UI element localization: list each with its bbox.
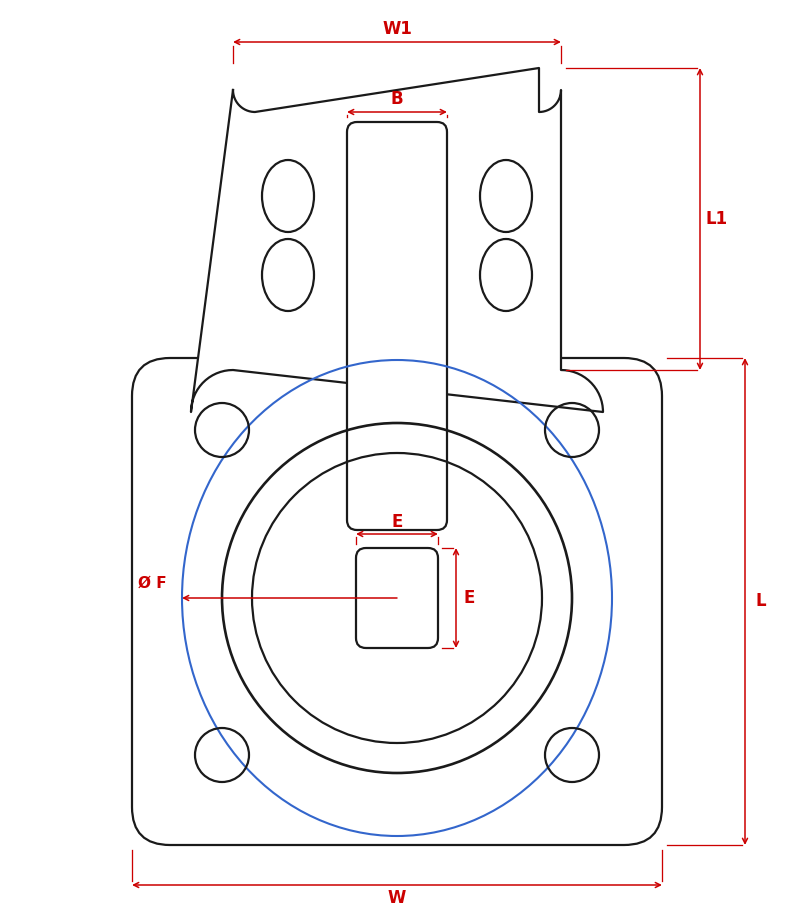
FancyBboxPatch shape xyxy=(132,358,662,845)
Text: B: B xyxy=(391,90,403,108)
Text: Ø F: Ø F xyxy=(137,575,166,590)
FancyBboxPatch shape xyxy=(356,548,438,648)
Text: E: E xyxy=(464,589,475,607)
Text: L: L xyxy=(756,593,766,610)
Ellipse shape xyxy=(480,160,532,232)
Text: E: E xyxy=(391,513,403,531)
Text: W: W xyxy=(387,889,407,907)
Polygon shape xyxy=(191,68,603,412)
Ellipse shape xyxy=(262,160,314,232)
Text: W1: W1 xyxy=(382,20,412,38)
Ellipse shape xyxy=(262,239,314,311)
Text: L1: L1 xyxy=(706,210,728,228)
Ellipse shape xyxy=(480,239,532,311)
FancyBboxPatch shape xyxy=(347,122,447,530)
